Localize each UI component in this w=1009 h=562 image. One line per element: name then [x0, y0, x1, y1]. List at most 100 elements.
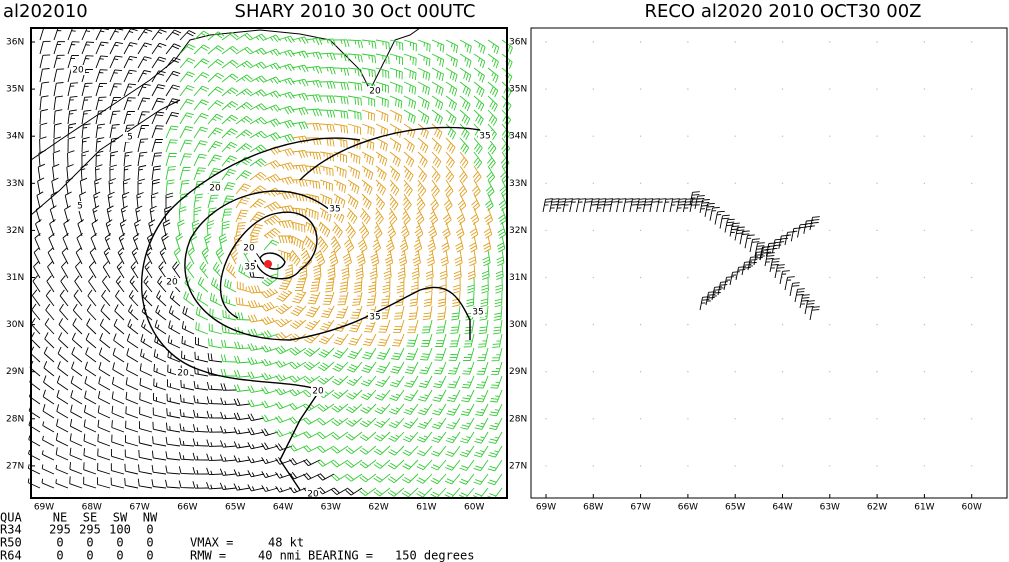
grid-dot — [592, 88, 594, 90]
wind-barb — [72, 303, 83, 321]
wind-barb — [440, 249, 449, 267]
wind-barb — [179, 437, 195, 447]
wind-barb — [331, 459, 349, 468]
wind-barb — [207, 113, 224, 125]
wind-barb — [109, 69, 123, 83]
wind-barb — [401, 207, 411, 225]
wind-barb — [303, 375, 321, 384]
wind-barb — [195, 322, 209, 335]
wind-barb — [37, 177, 45, 195]
wind-barb — [444, 179, 454, 197]
wind-barb — [345, 431, 363, 441]
wind-barb — [784, 231, 795, 246]
wind-barb — [277, 162, 295, 171]
wind-barb — [233, 384, 251, 392]
wind-barb — [263, 173, 281, 183]
wind-barb — [85, 347, 97, 363]
wind-barb — [221, 101, 239, 111]
wind-barb — [191, 219, 200, 237]
wind-barb — [201, 247, 210, 265]
wind-barb — [193, 71, 210, 83]
wind-barb — [137, 111, 150, 125]
lat-label: 29N — [509, 367, 527, 377]
wind-barb — [305, 137, 322, 146]
wind-barb — [66, 164, 74, 181]
wind-barb — [55, 432, 69, 447]
wind-barb — [389, 67, 403, 80]
bearing: 150 degrees — [395, 549, 474, 562]
wind-barb — [361, 109, 375, 122]
wind-barb — [179, 423, 195, 433]
wind-barb — [81, 123, 91, 139]
wind-barb — [123, 69, 137, 83]
wind-barb — [181, 350, 195, 363]
wind-barb — [247, 371, 265, 380]
wind-barb — [345, 403, 363, 414]
wind-barb — [235, 297, 251, 307]
wind-barb — [699, 199, 710, 213]
wind-barb — [602, 198, 614, 213]
wind-barb — [124, 463, 139, 475]
wind-barb — [55, 447, 69, 461]
wind-barb — [89, 247, 97, 265]
wind-barb — [208, 323, 223, 335]
wind-barb — [115, 275, 125, 293]
wind-barb — [417, 179, 427, 197]
wind-barb — [42, 389, 55, 405]
wind-barb — [369, 263, 378, 280]
wind-barb — [95, 123, 106, 139]
wind-barb — [445, 67, 458, 82]
wind-barb — [263, 62, 281, 71]
wind-barb — [294, 277, 307, 291]
wind-barb — [291, 121, 309, 130]
wind-barb — [357, 235, 368, 253]
wind-barb — [431, 123, 443, 140]
wind-barb — [41, 450, 55, 461]
wind-barb — [238, 264, 251, 279]
wind-barb — [402, 473, 419, 484]
wind-barb — [542, 198, 553, 213]
grid-dot — [545, 465, 547, 467]
wind-barb — [247, 357, 265, 365]
wind-barb — [137, 83, 151, 97]
wind-barb — [206, 439, 223, 447]
wind-barb — [81, 27, 95, 41]
wind-barb — [81, 136, 90, 153]
wind-barb — [447, 375, 461, 389]
wind-barb — [263, 228, 281, 239]
wind-barb — [459, 39, 472, 54]
wind-barb — [459, 123, 470, 140]
rmw-label: RMW = — [190, 549, 226, 562]
wind-barb — [98, 376, 111, 391]
wind-barb — [123, 28, 138, 41]
wind-barb — [97, 390, 111, 405]
wind-barb — [331, 403, 349, 413]
grid-dot — [734, 88, 736, 90]
wind-barb — [291, 164, 309, 173]
wind-barb — [423, 291, 433, 307]
wind-barb — [402, 431, 419, 443]
wind-barb — [361, 123, 375, 136]
wind-barb — [724, 218, 735, 233]
grid-dot — [829, 135, 831, 137]
wind-barb — [220, 440, 237, 448]
wind-barb — [91, 219, 99, 237]
wind-barb — [469, 235, 478, 253]
wind-barb — [305, 51, 323, 60]
grid-dot — [592, 323, 594, 326]
wind-barb — [622, 198, 634, 213]
wind-barb — [249, 171, 267, 181]
wind-barb — [445, 417, 461, 430]
wind-barb — [347, 347, 363, 360]
contour-label-bg — [176, 368, 190, 378]
wind-barb — [165, 125, 179, 139]
wind-barb — [261, 485, 279, 492]
wind-barb — [47, 261, 55, 279]
wind-barb — [431, 39, 445, 53]
wind-barb — [427, 235, 436, 253]
wind-barb — [263, 76, 281, 85]
wind-barb — [694, 195, 705, 209]
grid-dot — [639, 182, 642, 184]
wind-barb — [135, 205, 143, 223]
